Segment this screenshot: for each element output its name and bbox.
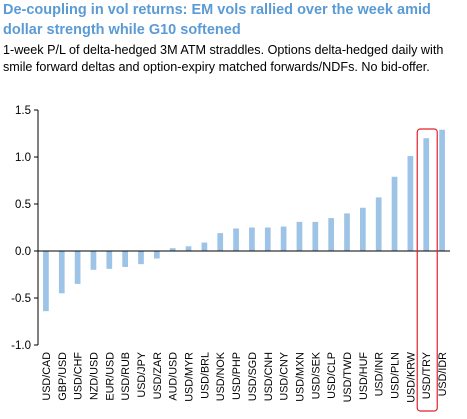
x-tick-label: USD/BRL (199, 352, 211, 399)
x-tick-label: USD/KRW (405, 351, 417, 403)
bar-usd-cad (43, 251, 49, 312)
x-tick-label: USD/CLP (326, 352, 338, 399)
x-tick-label: USD/TRY (421, 352, 433, 399)
highlight-box (416, 128, 438, 412)
x-tick-label: USD/IDR (437, 352, 449, 397)
bars (43, 129, 445, 312)
x-tick-labels: USD/CAD GBP/USD USD/CHF NZD/USD EUR/USD USD/R… (41, 351, 449, 403)
bar-usd-cnh (264, 227, 271, 251)
bar-usd-php (233, 228, 239, 251)
y-tick-label: 0.5 (15, 199, 31, 211)
x-tick-label: USD/PHP (231, 352, 243, 400)
x-tick-label: USD/CNH (263, 352, 275, 401)
bar-usd-jpy (138, 251, 144, 265)
bar-usd-zar (153, 251, 160, 259)
x-tick-label: GBP/USD (57, 352, 69, 401)
chart-title: De-coupling in vol returns: EM vols rall… (3, 2, 431, 38)
bar-usd-twd (344, 213, 350, 251)
x-tick-label: USD/NOK (215, 351, 227, 401)
bar-usd-chf (74, 251, 81, 284)
y-tick-label: -1.0 (11, 340, 31, 352)
bar-nzd-usd (90, 251, 97, 270)
x-tick-label: USD/TWD (342, 352, 354, 403)
y-tick-label: 0.0 (15, 246, 31, 258)
bar-usd-sgd (249, 227, 255, 251)
bar-aud-usd (169, 248, 176, 251)
x-tick-label: USD/CNY (279, 352, 291, 401)
x-tick-label: USD/CAD (41, 352, 53, 401)
x-tick-label: NZD/USD (88, 352, 100, 400)
y-axis: 1.5 1.0 0.5 0.0 -0.5 -1.0 (11, 105, 39, 352)
bar-usd-pln (391, 176, 398, 251)
highlight-rectangle (416, 128, 438, 412)
bar-usd-huf (359, 207, 366, 251)
bar-usd-inr (375, 197, 382, 251)
x-tick-label: USD/HUF (358, 352, 370, 400)
x-tick-label: EUR/USD (104, 352, 116, 401)
bar-usd-idr (439, 129, 445, 251)
x-tick-label: USD/MYR (184, 352, 196, 402)
x-tick-label: USD/ZAR (152, 352, 164, 400)
bar-usd-cny (280, 226, 287, 251)
x-tick-label: USD/JPY (136, 352, 148, 398)
bar-usd-sek (312, 221, 319, 251)
bar-usd-try (423, 138, 430, 251)
bar-usd-nok (217, 233, 224, 251)
x-tick-label: USD/SEK (310, 351, 322, 399)
bar-usd-clp (328, 218, 335, 251)
bar-gbp-usd (58, 251, 65, 294)
y-tick-label: 1.5 (15, 105, 31, 117)
bar-usd-myr (185, 246, 192, 251)
x-tick-label: USD/SGD (247, 352, 259, 401)
bar-usd-brl (201, 242, 208, 251)
y-tick-label: 1.0 (15, 152, 31, 164)
x-tick-label: USD/RUB (120, 352, 132, 401)
bar-usd-mxn (296, 221, 303, 251)
x-tick-label: USD/CHF (73, 352, 85, 400)
y-tick-label: -0.5 (11, 293, 31, 305)
bar-usd-krw (407, 156, 414, 251)
x-tick-label: AUD/USD (168, 352, 180, 401)
bar-eur-usd (106, 251, 113, 269)
x-tick-label: USD/INR (374, 352, 386, 397)
bar-usd-rub (122, 251, 129, 267)
x-tick-label: USD/MXN (294, 352, 306, 402)
chart-subtitle: 1-week P/L of delta-hedged 3M ATM stradd… (3, 43, 444, 74)
x-tick-label: USD/PLN (390, 352, 402, 399)
